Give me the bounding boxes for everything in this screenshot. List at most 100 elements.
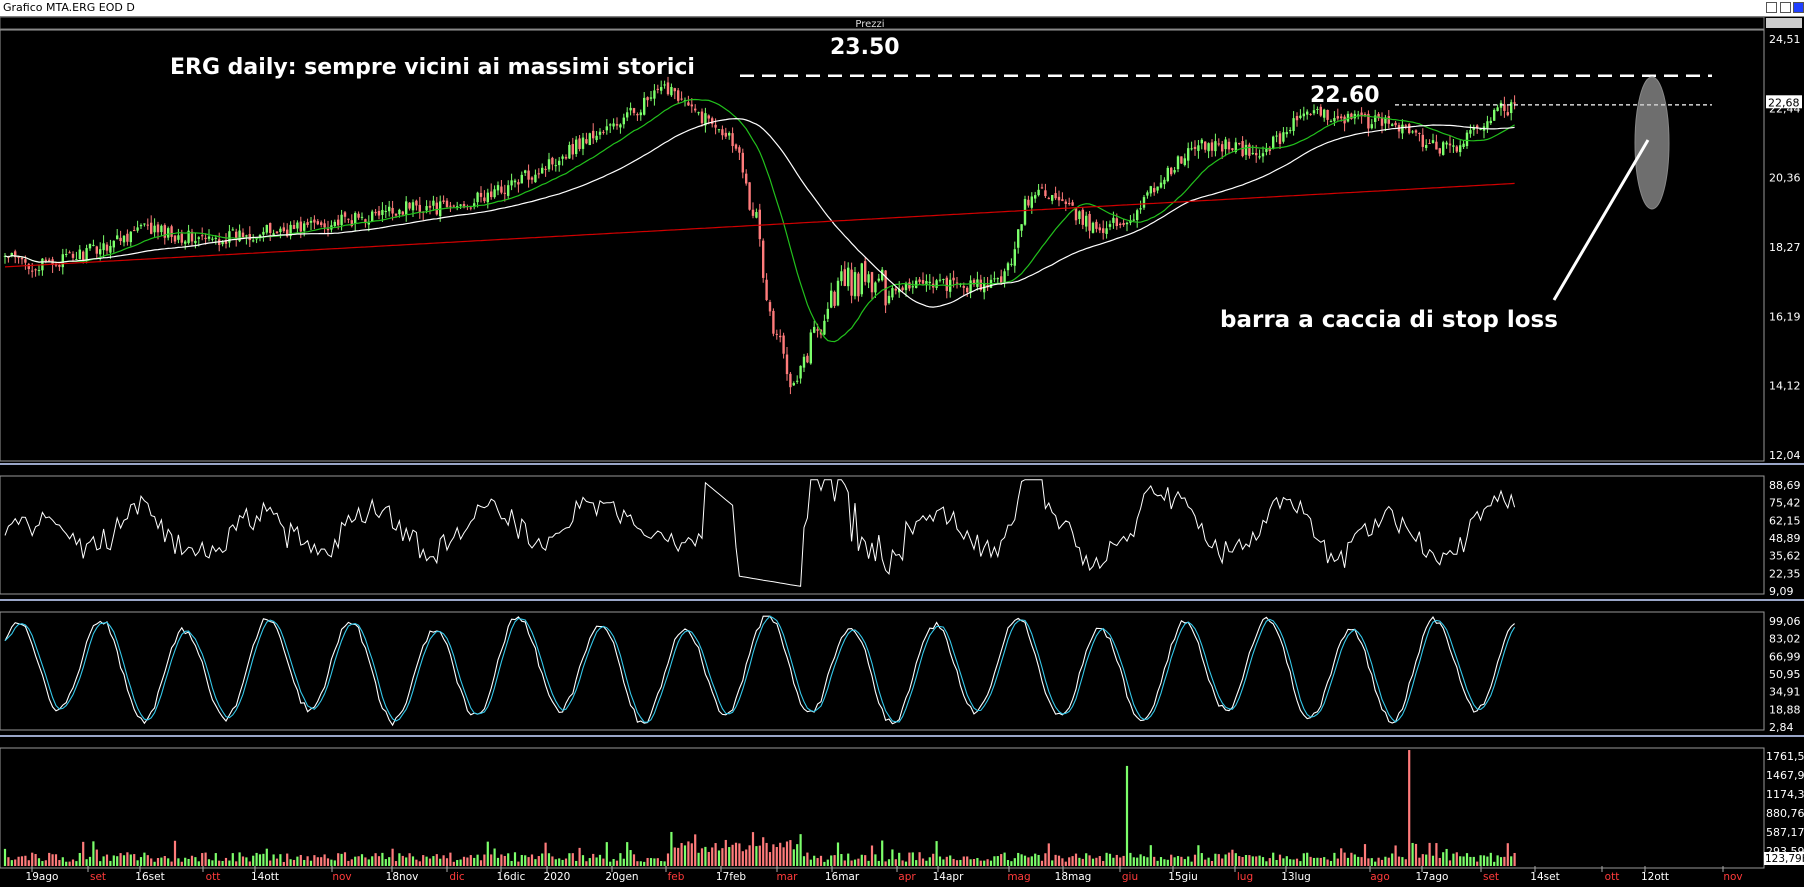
candle: [510, 173, 513, 191]
candle-body: [1238, 143, 1241, 145]
volume-bar: [1387, 857, 1390, 866]
candle: [666, 76, 670, 96]
candle: [524, 169, 527, 176]
volume-bar: [1013, 858, 1016, 866]
volume-bar: [1459, 856, 1462, 866]
candle: [466, 204, 469, 211]
window-titlebar: Grafico MTA.ERG EOD D: [0, 0, 1804, 17]
candle: [1108, 220, 1112, 231]
candle: [51, 256, 54, 273]
candle-body: [221, 241, 224, 245]
candle-body: [840, 271, 843, 282]
volume-bar: [918, 852, 921, 866]
candle-body: [296, 222, 299, 229]
candle-body: [867, 274, 870, 283]
candle-body: [575, 139, 578, 155]
candle-body: [1102, 228, 1105, 233]
volume-bar: [1472, 856, 1475, 866]
volume-bar: [636, 861, 639, 866]
candle: [1173, 166, 1176, 175]
candle-body: [524, 170, 527, 173]
oscillator-panel-frame: [0, 475, 1765, 595]
candle-body: [690, 104, 693, 107]
candle: [1013, 241, 1016, 273]
candle: [289, 221, 292, 240]
volume-bar: [153, 861, 156, 866]
volume-bar: [1282, 858, 1285, 866]
volume-bar: [1221, 858, 1224, 866]
candle: [520, 171, 523, 184]
volume-bar: [37, 858, 41, 866]
candle-body: [969, 280, 972, 293]
volume-bar: [1329, 860, 1333, 866]
candle: [367, 215, 370, 232]
restore-button[interactable]: [1780, 2, 1791, 13]
candle-body: [262, 231, 265, 235]
volume-bar: [490, 854, 493, 866]
candle: [853, 266, 857, 300]
scroll-handle[interactable]: [1766, 18, 1802, 28]
candle-body: [1261, 153, 1265, 157]
candle-body: [1282, 132, 1285, 142]
x-tick-label: nov: [332, 871, 351, 883]
volume-bar: [1302, 853, 1305, 866]
candle-body: [887, 295, 891, 304]
candle-body: [1071, 202, 1074, 206]
candle: [150, 215, 153, 235]
candle-body: [1234, 142, 1237, 152]
candle: [1095, 219, 1098, 233]
candle-body: [1017, 229, 1020, 248]
candle: [537, 168, 540, 179]
volume-bar: [1142, 856, 1146, 866]
candle-body: [292, 224, 296, 229]
candle: [1061, 192, 1064, 202]
volume-bar: [415, 859, 418, 866]
candle: [809, 329, 812, 365]
candle: [1044, 183, 1047, 198]
candle: [955, 277, 959, 289]
candle: [78, 245, 81, 260]
candle-body: [228, 231, 231, 243]
volume-bar: [524, 855, 527, 866]
candle-body: [585, 139, 588, 144]
candle-body: [1323, 109, 1326, 118]
candle-body: [884, 270, 887, 306]
volume-bar: [1112, 857, 1115, 866]
volume-bar: [1265, 861, 1268, 866]
candle-body: [214, 237, 217, 239]
volume-bar: [20, 856, 24, 866]
candle-body: [1295, 115, 1299, 121]
x-tick-label: 16dic: [497, 871, 526, 883]
candle: [901, 285, 904, 292]
volume-bar: [377, 856, 381, 866]
candle: [643, 92, 646, 116]
candle: [1170, 166, 1173, 177]
volume-bar: [751, 832, 755, 866]
candle: [20, 256, 24, 265]
candle-body: [224, 240, 228, 244]
candle-body: [116, 235, 119, 240]
candle-body: [88, 243, 92, 249]
candle: [1129, 214, 1132, 226]
candle-body: [918, 279, 921, 282]
minimize-button[interactable]: [1766, 2, 1777, 13]
candle: [673, 87, 676, 100]
volume-bar: [1261, 857, 1265, 866]
candle-body: [547, 159, 551, 170]
candle: [75, 251, 78, 261]
volume-bar: [544, 842, 547, 866]
candle: [585, 132, 588, 145]
candle-body: [983, 283, 986, 293]
x-tick-label: 14apr: [933, 871, 964, 883]
volume-bar: [1428, 842, 1431, 866]
volume-bar: [622, 858, 625, 866]
volume-bar: [928, 857, 931, 866]
close-button[interactable]: [1793, 2, 1804, 13]
volume-bar: [445, 858, 449, 866]
osc-y-tick-label: 22,35: [1769, 567, 1801, 580]
volume-bar: [201, 853, 204, 866]
candle: [133, 226, 136, 232]
volume-bar: [1425, 854, 1428, 866]
candle-body: [643, 97, 646, 115]
x-tick-label: ott: [1605, 871, 1620, 883]
